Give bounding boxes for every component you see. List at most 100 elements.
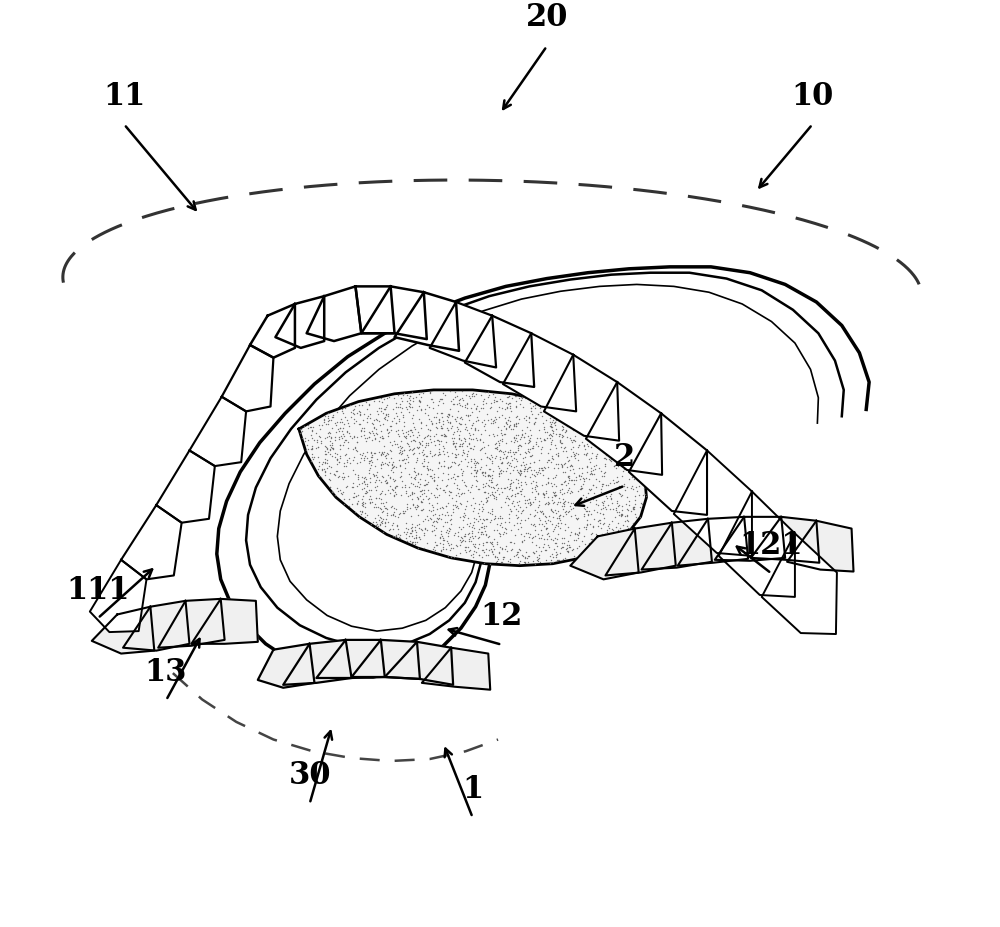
Point <box>574 465 590 480</box>
Polygon shape <box>156 451 215 523</box>
Point <box>564 459 580 474</box>
Point <box>405 428 421 443</box>
Point <box>373 457 389 472</box>
Point <box>527 519 543 534</box>
Point <box>597 440 613 455</box>
Point <box>450 469 466 484</box>
Point <box>474 415 490 430</box>
Point <box>407 465 423 480</box>
Point <box>557 464 573 479</box>
Point <box>334 415 350 430</box>
Point <box>558 542 574 557</box>
Point <box>406 461 422 476</box>
Point <box>414 438 430 452</box>
Point <box>354 482 370 497</box>
Point <box>429 515 445 530</box>
Point <box>632 500 648 514</box>
Point <box>559 461 575 476</box>
Point <box>469 464 485 479</box>
Point <box>359 415 375 430</box>
Point <box>417 440 433 455</box>
Point <box>340 440 356 455</box>
Point <box>407 535 423 550</box>
Point <box>317 410 333 425</box>
Point <box>587 417 603 432</box>
Point <box>502 413 518 428</box>
Point <box>535 467 551 482</box>
Point <box>501 389 517 404</box>
Point <box>473 442 489 457</box>
Point <box>359 431 375 446</box>
Point <box>508 394 524 409</box>
Point <box>418 418 434 433</box>
Point <box>482 463 498 477</box>
Point <box>410 508 426 523</box>
Point <box>519 420 535 435</box>
Point <box>392 397 408 412</box>
Point <box>387 437 403 451</box>
Point <box>379 446 395 461</box>
Point <box>508 451 524 466</box>
Point <box>354 470 370 485</box>
Point <box>404 486 420 501</box>
Point <box>475 394 491 409</box>
Point <box>508 481 524 496</box>
Point <box>479 450 495 464</box>
Point <box>320 412 336 426</box>
Point <box>472 433 488 448</box>
Point <box>480 413 496 428</box>
Point <box>527 502 543 517</box>
Point <box>435 542 451 557</box>
Point <box>494 520 510 535</box>
Point <box>428 514 444 529</box>
Point <box>412 476 428 491</box>
Point <box>433 525 449 540</box>
Point <box>311 459 327 474</box>
Point <box>605 502 621 517</box>
Point <box>598 443 614 458</box>
Point <box>560 469 576 484</box>
Point <box>404 536 420 551</box>
Point <box>377 413 393 427</box>
Point <box>574 412 590 426</box>
Point <box>356 476 372 490</box>
Point <box>361 484 377 499</box>
Point <box>317 455 333 470</box>
Point <box>529 431 545 446</box>
Point <box>598 451 614 466</box>
Point <box>527 482 543 497</box>
Point <box>568 412 584 426</box>
Point <box>521 415 537 430</box>
Point <box>522 460 538 475</box>
Point <box>468 401 484 416</box>
Point <box>545 504 561 519</box>
Point <box>386 459 402 474</box>
Point <box>386 475 402 489</box>
Point <box>546 462 562 476</box>
Point <box>321 413 337 428</box>
Point <box>474 525 490 540</box>
Polygon shape <box>299 390 646 566</box>
Point <box>338 448 354 463</box>
Point <box>369 426 385 441</box>
Point <box>512 484 528 499</box>
Point <box>597 437 613 451</box>
Point <box>540 497 556 512</box>
Point <box>483 536 499 551</box>
Point <box>322 480 338 495</box>
Point <box>483 480 499 495</box>
Point <box>470 413 486 427</box>
Point <box>292 422 308 437</box>
Point <box>454 531 470 546</box>
Point <box>458 479 474 494</box>
Point <box>597 460 613 475</box>
Point <box>462 515 478 530</box>
Point <box>588 458 604 473</box>
Point <box>402 429 418 444</box>
Point <box>369 452 385 467</box>
Point <box>552 433 568 448</box>
Point <box>421 400 437 415</box>
Point <box>351 417 367 432</box>
Point <box>428 410 444 425</box>
Point <box>536 538 552 552</box>
